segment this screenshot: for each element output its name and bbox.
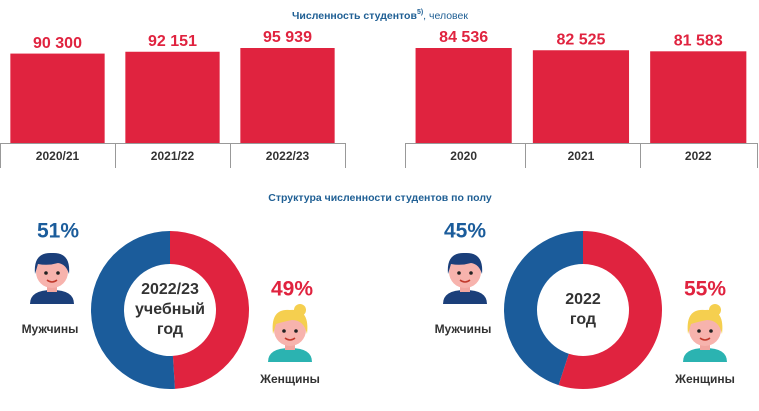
donut-segment xyxy=(558,231,662,390)
center-label: учебный xyxy=(135,301,205,318)
category-label: 2021/22 xyxy=(151,149,195,163)
value-label: 84 536 xyxy=(439,29,488,46)
donut-segment xyxy=(91,231,175,389)
man-icon xyxy=(29,252,75,305)
group-label: Мужчины xyxy=(22,322,79,336)
center-label: 2022/23 xyxy=(141,281,199,298)
group-label: Женщины xyxy=(259,372,320,386)
percent-label: 49% xyxy=(271,278,313,301)
bar xyxy=(240,48,335,143)
category-label: 2020 xyxy=(450,149,477,163)
title-main: Численность студентов xyxy=(292,10,417,22)
bar xyxy=(125,51,220,143)
bar xyxy=(532,50,630,143)
woman-icon xyxy=(682,303,728,363)
category-label: 2022 xyxy=(685,149,712,163)
donut-segment xyxy=(504,231,583,386)
title: Численность студентов5), человек xyxy=(292,9,468,22)
value-label: 90 300 xyxy=(33,35,82,52)
category-label: 2020/21 xyxy=(36,149,80,163)
group-label: Женщины xyxy=(674,372,735,386)
bar xyxy=(415,48,512,143)
center-label: 2022 xyxy=(565,291,601,308)
value-label: 95 939 xyxy=(263,29,312,46)
axes xyxy=(0,143,758,168)
percent-label: 55% xyxy=(684,278,726,301)
title-unit: , человек xyxy=(423,10,468,22)
section-title: Структура численности студентов по полу xyxy=(268,192,492,204)
value-label: 81 583 xyxy=(674,33,723,50)
bar xyxy=(10,53,105,143)
man-icon xyxy=(442,252,488,305)
title-note: 5) xyxy=(417,9,423,16)
percent-label: 45% xyxy=(444,220,486,243)
value-label: 82 525 xyxy=(556,31,605,48)
category-label: 2022/23 xyxy=(266,149,310,163)
percent-label: 51% xyxy=(37,220,79,243)
value-label: 92 151 xyxy=(148,33,197,50)
woman-icon xyxy=(267,303,313,363)
bar xyxy=(650,51,747,143)
donut-segment xyxy=(170,231,250,389)
center-label: год xyxy=(570,311,596,328)
group-label: Мужчины xyxy=(435,322,492,336)
center-label: год xyxy=(157,321,183,338)
category-label: 2021 xyxy=(568,149,595,163)
